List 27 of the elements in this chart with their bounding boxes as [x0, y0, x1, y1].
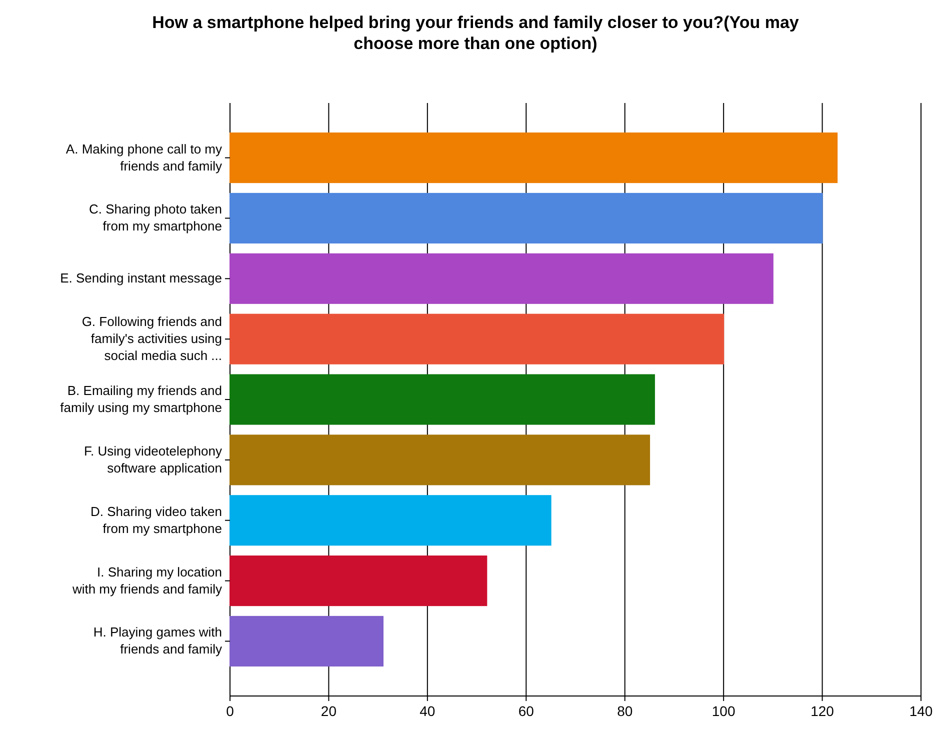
y-tick-label: A. Making phone call to my friends and family	[66, 141, 222, 174]
bar	[230, 434, 650, 486]
y-tick-label: F. Using videotelephony software application	[84, 443, 222, 476]
y-tick-label: E. Sending instant message	[60, 270, 222, 286]
y-tick-label: G. Following friends and family's activities using social media such ...	[82, 314, 222, 364]
x-tick-label: 140	[909, 703, 933, 719]
x-tick-label: 60	[518, 703, 534, 719]
bar	[230, 374, 655, 425]
y-tick-label: I. Sharing my location with my friends and family	[71, 564, 222, 596]
bar	[230, 556, 488, 606]
y-tick-label: H. Playing games with friends and family	[93, 624, 222, 657]
x-tick-label: 80	[617, 703, 633, 719]
bar	[230, 495, 552, 546]
bar	[230, 616, 384, 666]
x-tick-label: 20	[320, 703, 337, 719]
y-tick-label: C. Sharing photo taken from my smartphone	[89, 202, 222, 234]
x-tick-label: 120	[810, 703, 834, 719]
chart-title: How a smartphone helped bring your friends and family closer to you?(You may choose more than one option)	[152, 13, 800, 53]
x-tick-label: 40	[420, 703, 436, 719]
bar	[230, 253, 774, 304]
bar	[230, 192, 823, 244]
bar	[230, 314, 724, 364]
x-tick-label: 0	[226, 703, 234, 719]
y-tick-label: B. Emailing my friends and family using my smartphone	[60, 383, 222, 415]
bar	[230, 132, 838, 184]
x-tick-label: 100	[712, 703, 736, 719]
y-tick-label: D. Sharing video taken from my smartphone	[90, 504, 222, 536]
